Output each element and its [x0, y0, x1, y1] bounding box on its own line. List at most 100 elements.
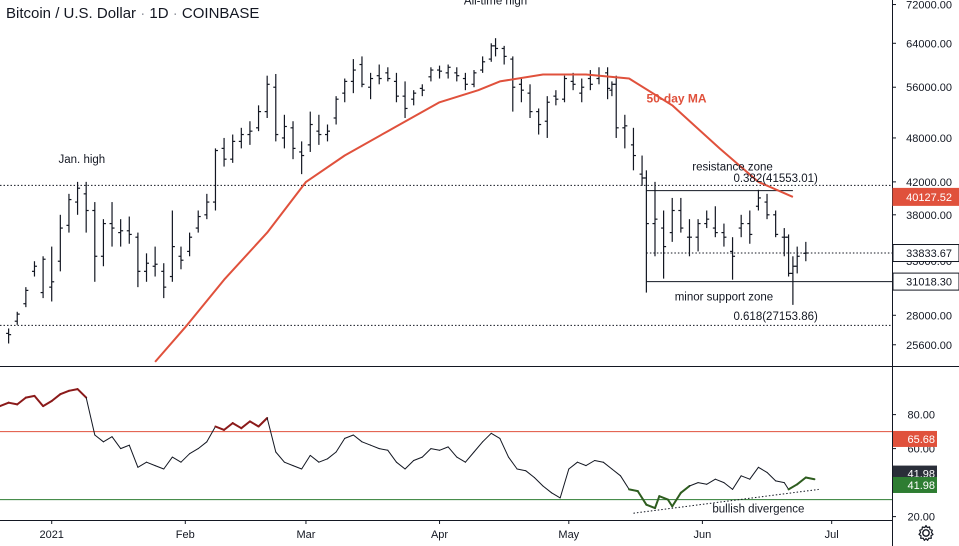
- ohlc-bar: [169, 210, 175, 282]
- rsi-segment: [757, 466, 768, 473]
- time-tick-label: Feb: [176, 529, 195, 541]
- ohlc-bar: [281, 114, 287, 149]
- gear-icon[interactable]: [916, 523, 936, 543]
- ohlc-bar: [109, 202, 115, 247]
- rsi-segment: [507, 456, 518, 470]
- rsi-segment: [732, 475, 742, 490]
- price-annotation: minor support zone: [675, 291, 773, 303]
- rsi-segment: [516, 468, 527, 472]
- rsi-segment: [223, 422, 234, 431]
- rsi-segment: [666, 498, 674, 508]
- ohlc-bar: [794, 246, 800, 274]
- price-tick-label: 64000.00: [906, 38, 952, 50]
- rsi-tick-label: 80.00: [907, 410, 935, 422]
- ohlc-bar: [324, 124, 330, 142]
- ohlc-bar: [230, 134, 236, 163]
- ohlc-bar: [195, 210, 201, 233]
- time-tick-label: Jul: [825, 529, 839, 541]
- ohlc-bar: [126, 216, 132, 244]
- rsi-segment: [171, 456, 182, 463]
- rsi-label-box: [893, 430, 937, 447]
- price-label-box: [892, 272, 959, 291]
- rsi-segment: [611, 468, 622, 477]
- ohlc-bar: [359, 56, 365, 88]
- ohlc-bar: [730, 237, 736, 280]
- ohlc-bar: [204, 193, 210, 220]
- ohlc-bar: [152, 246, 158, 277]
- ohlc-bar: [23, 287, 29, 308]
- rsi-segment: [404, 460, 415, 470]
- ohlc-bar: [686, 219, 692, 257]
- ohlc-bar: [781, 228, 787, 257]
- ohlc-bar: [536, 108, 542, 135]
- rsi-segment: [231, 422, 243, 430]
- ohlc-bars: [6, 38, 809, 344]
- rsi-segment: [439, 446, 449, 451]
- title-separator-2: ·: [172, 5, 178, 22]
- ohlc-bar: [755, 189, 761, 211]
- interval[interactable]: 1D: [149, 5, 169, 22]
- price-tick-label: 48000.00: [906, 133, 952, 145]
- price-annotation: All-time high: [464, 0, 527, 8]
- rsi-segment: [85, 397, 96, 436]
- rsi-segment: [189, 448, 199, 455]
- rsi-segment: [395, 461, 406, 470]
- rsi-segment: [559, 468, 570, 499]
- rsi-segment: [525, 470, 535, 478]
- ohlc-bar: [135, 232, 141, 288]
- ohlc-bar: [630, 127, 636, 171]
- rsi-value-label: 65.68: [907, 434, 935, 446]
- ohlc-bar: [570, 72, 576, 91]
- ohlc-bar: [695, 219, 701, 252]
- ohlc-bar: [803, 241, 809, 262]
- ohlc-bar: [299, 141, 305, 175]
- price-tick-label: 25600.00: [906, 340, 952, 352]
- ohlc-bar: [402, 81, 408, 118]
- ohlc-bar: [290, 121, 296, 160]
- ohlc-bar: [66, 193, 72, 233]
- rsi-segment: [775, 480, 785, 484]
- ohlc-bar: [786, 234, 792, 277]
- rsi-segment: [533, 477, 544, 487]
- rsi-segment: [499, 437, 509, 458]
- price-tick-label: 38000.00: [906, 210, 952, 222]
- price-label-box: [892, 244, 959, 263]
- rsi-segment: [714, 478, 725, 484]
- chart-title: Bitcoin / U.S. Dollar · 1D · COINBASE: [6, 5, 259, 22]
- rsi-segment: [645, 503, 656, 510]
- rsi-segment: [301, 454, 311, 470]
- ohlc-bar: [333, 96, 339, 125]
- symbol-name: Bitcoin / U.S. Dollar: [6, 5, 137, 22]
- rsi-segment: [602, 461, 613, 470]
- ohlc-bar: [527, 84, 533, 118]
- rsi-value-label: 41.98: [907, 480, 935, 492]
- rsi-segment: [24, 394, 36, 399]
- rsi-segment: [266, 417, 277, 453]
- ohlc-bar: [790, 256, 796, 305]
- ohlc-bar: [419, 84, 425, 97]
- rsi-segment: [33, 394, 45, 408]
- rsi-segment: [551, 492, 561, 499]
- ohlc-bar: [393, 72, 399, 103]
- ohlc-bar: [587, 70, 593, 91]
- rsi-segment: [326, 451, 337, 460]
- rsi-segment: [723, 482, 734, 490]
- ohlc-bar: [212, 148, 218, 211]
- ohlc-bar: [40, 256, 46, 299]
- ohlc-bar: [445, 64, 451, 79]
- ohlc-bar: [238, 127, 244, 149]
- rsi-segment: [679, 485, 691, 494]
- ohlc-bar: [144, 253, 150, 282]
- ohlc-bar: [161, 263, 167, 299]
- rsi-segment: [50, 393, 62, 402]
- rsi-segment: [636, 490, 648, 506]
- ohlc-bar: [100, 219, 106, 267]
- rsi-segment: [378, 448, 389, 451]
- time-tick-label: 2021: [39, 529, 63, 541]
- rsi-segment: [180, 453, 191, 463]
- rsi-segment: [94, 434, 104, 443]
- rsi-segment: [120, 444, 130, 450]
- price-tick-label: 72000.00: [906, 0, 952, 12]
- rsi-segment: [0, 401, 10, 408]
